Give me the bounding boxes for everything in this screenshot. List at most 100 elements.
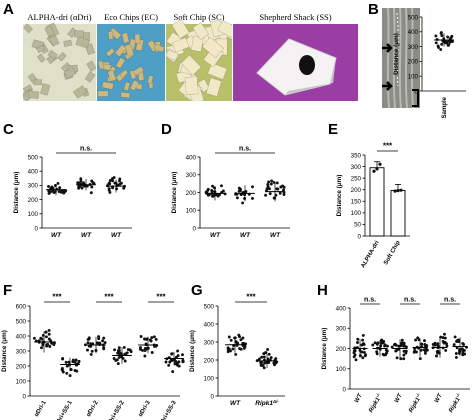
data-point <box>169 359 173 363</box>
x-category-label: Ripk1Δ/- <box>255 399 279 408</box>
data-point <box>47 328 51 332</box>
y-tick-label: 0 <box>23 393 27 400</box>
data-point <box>282 188 285 192</box>
data-point <box>57 190 61 193</box>
data-point <box>402 353 406 357</box>
data-point <box>150 336 154 340</box>
bedding-piece <box>75 36 90 49</box>
data-point <box>60 367 64 370</box>
data-point <box>112 176 116 180</box>
data-point <box>56 181 60 185</box>
bracket-icon <box>412 89 419 107</box>
y-tick-label: 300 <box>186 172 197 179</box>
data-point <box>243 345 247 349</box>
x-category-label: WT <box>394 392 405 404</box>
data-point <box>86 341 90 345</box>
data-point <box>181 353 184 357</box>
data-point <box>117 346 121 350</box>
data-point <box>396 189 400 193</box>
y-tick-label: 100 <box>351 210 362 217</box>
arrow-top-icon <box>382 43 393 53</box>
data-point <box>356 337 360 341</box>
shack-image <box>233 24 358 101</box>
x-category-label: WT <box>210 232 221 239</box>
data-point <box>279 185 283 189</box>
data-point <box>210 189 214 193</box>
data-point <box>362 342 365 346</box>
data-point <box>39 336 43 340</box>
data-point <box>175 362 179 366</box>
data-point <box>114 358 118 362</box>
data-point <box>111 179 115 183</box>
data-point <box>393 189 397 193</box>
data-point <box>437 45 440 49</box>
data-point <box>454 352 458 355</box>
y-tick-label: 400 <box>204 321 215 328</box>
bedding-piece <box>123 81 131 92</box>
data-point <box>143 349 147 352</box>
data-point <box>41 343 45 347</box>
data-point <box>102 336 106 340</box>
data-point <box>65 364 69 368</box>
significance-label: n.s. <box>364 297 376 304</box>
significance-label: n.s. <box>239 146 251 153</box>
bedding-piece <box>107 31 114 40</box>
significance-label: *** <box>104 293 114 302</box>
data-point <box>211 184 215 188</box>
x-category-label: WT <box>111 232 122 239</box>
significance-label: *** <box>156 293 166 302</box>
data-point <box>269 182 273 186</box>
data-point <box>278 191 282 195</box>
bedding-piece <box>97 60 105 70</box>
data-point <box>50 185 54 189</box>
x-category-superscript: -/- <box>374 391 381 398</box>
data-point <box>418 357 422 361</box>
data-point <box>143 337 147 341</box>
data-point <box>87 336 91 340</box>
data-point <box>71 358 75 362</box>
data-point <box>44 330 48 334</box>
x-category-label: WT <box>240 232 251 239</box>
data-point <box>392 343 396 347</box>
data-point <box>436 342 440 346</box>
x-category-label: Ripk1-/- <box>446 391 464 414</box>
y-axis-label: Distance (μm) <box>336 175 343 217</box>
y-axis-label: Distance (μm) <box>393 33 400 75</box>
data-point <box>171 370 175 374</box>
y-tick-label: 500 <box>204 303 215 310</box>
data-point <box>167 363 171 367</box>
bedding-piece <box>207 62 228 80</box>
data-point <box>434 41 438 45</box>
data-point <box>117 355 121 359</box>
data-point <box>402 349 406 353</box>
data-point <box>118 351 122 355</box>
y-tick-label: 500 <box>16 318 27 325</box>
data-point <box>107 188 111 192</box>
data-point <box>360 350 364 354</box>
data-point <box>395 348 398 352</box>
data-point <box>435 354 438 358</box>
data-point <box>90 349 94 353</box>
data-point <box>226 350 230 354</box>
x-category-superscript: Δ/- <box>272 399 279 404</box>
data-point <box>431 342 435 346</box>
bedding-piece <box>63 66 77 79</box>
y-tick-label: 200 <box>351 187 362 194</box>
data-point <box>262 366 266 370</box>
data-point <box>116 362 120 366</box>
data-point <box>375 350 379 354</box>
data-point <box>423 339 426 343</box>
data-point <box>444 348 448 352</box>
photo-eco-chips: Eco Chips (EC) <box>97 11 165 101</box>
data-point <box>62 191 66 195</box>
bedding-piece <box>35 44 46 54</box>
data-point <box>90 185 94 189</box>
y-tick-label: 400 <box>16 333 27 340</box>
data-point <box>267 352 271 356</box>
bedding-piece <box>201 36 225 59</box>
y-tick-label: 500 <box>408 14 419 21</box>
data-point <box>58 186 62 190</box>
data-point <box>80 186 84 190</box>
data-point <box>234 352 238 356</box>
bedding-piece <box>146 74 154 84</box>
